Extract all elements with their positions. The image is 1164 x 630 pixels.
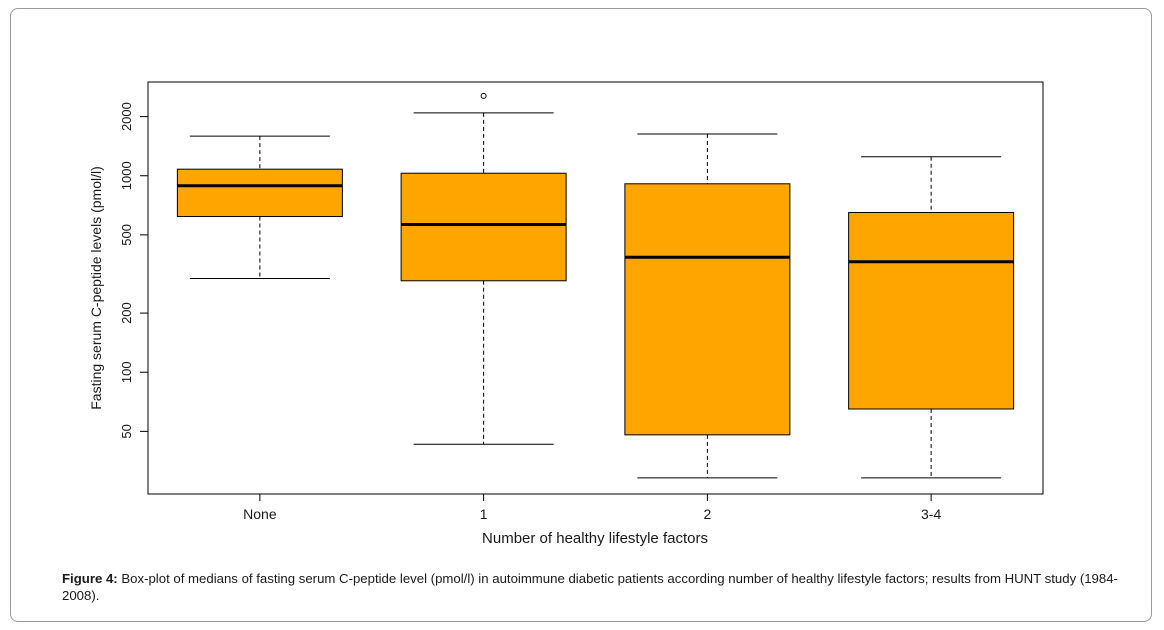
figure-caption: Figure 4: Box-plot of medians of fasting… xyxy=(62,570,1122,604)
box-None xyxy=(176,135,343,279)
iqr-box xyxy=(176,168,343,218)
y-tick-label: 100 xyxy=(119,361,134,383)
caption-text: Box-plot of medians of fasting serum C-p… xyxy=(62,571,1118,603)
boxes-group xyxy=(176,92,1015,479)
x-tick-label: 1 xyxy=(480,506,488,522)
x-axis-label: Number of healthy lifestyle factors xyxy=(482,530,708,547)
caption-label: Figure 4: xyxy=(62,571,118,586)
box-1 xyxy=(400,92,567,445)
plot-area-border xyxy=(147,81,1044,495)
iqr-box xyxy=(848,212,1015,410)
y-axis: 50 100 200 500 1000 2000 xyxy=(119,102,148,439)
x-tick-label: None xyxy=(243,506,277,522)
y-tick-label: 50 xyxy=(119,424,134,438)
box-3-4 xyxy=(848,156,1015,479)
x-tick-label: 3-4 xyxy=(921,506,941,522)
y-tick-label: 2000 xyxy=(119,102,134,131)
x-tick-label: 2 xyxy=(703,506,711,522)
x-axis: None 1 2 3-4 xyxy=(243,494,941,522)
iqr-box xyxy=(624,183,791,436)
boxplot-chart: 50 100 200 500 1000 2000 None 1 2 3-4 Number of … xyxy=(88,81,1044,547)
box-2 xyxy=(624,133,791,479)
y-tick-label: 200 xyxy=(119,302,134,324)
outlier-point xyxy=(480,92,487,99)
y-axis-label: Fasting serum C-peptide levels (pmol/l) xyxy=(88,166,104,410)
iqr-box xyxy=(400,172,567,282)
y-tick-label: 1000 xyxy=(119,161,134,190)
y-tick-label: 500 xyxy=(119,224,134,246)
